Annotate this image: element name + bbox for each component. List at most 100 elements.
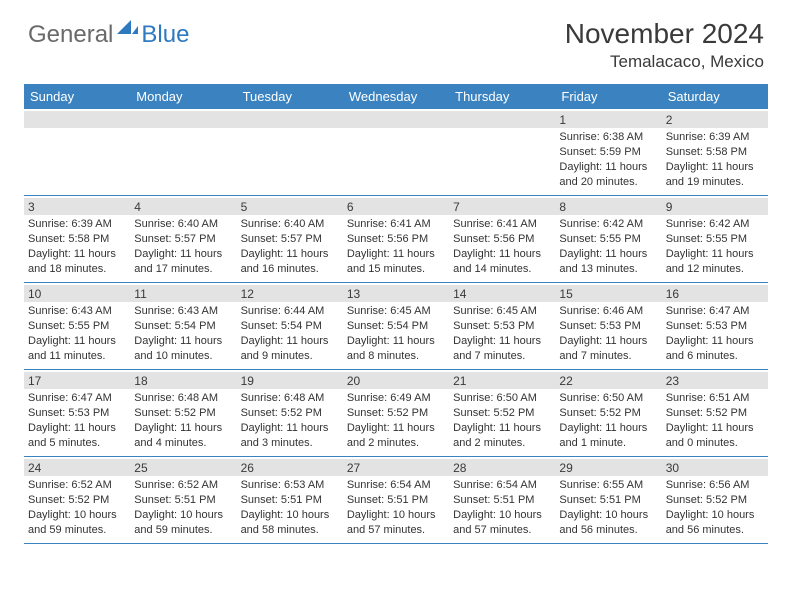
day-detail-line: Daylight: 11 hours and 15 minutes. <box>347 247 445 277</box>
day-detail-line: Sunset: 5:52 PM <box>559 406 657 421</box>
day-cell <box>24 109 130 195</box>
day-cell: 6Sunrise: 6:41 AMSunset: 5:56 PMDaylight… <box>343 196 449 282</box>
day-number: 23 <box>662 372 768 389</box>
day-detail-line: Sunset: 5:51 PM <box>453 493 551 508</box>
day-number: 25 <box>130 459 236 476</box>
day-detail-line: Sunrise: 6:56 AM <box>666 478 764 493</box>
week-row: 10Sunrise: 6:43 AMSunset: 5:55 PMDayligh… <box>24 283 768 370</box>
day-detail-line: Daylight: 11 hours and 10 minutes. <box>134 334 232 364</box>
day-detail-line: Sunset: 5:53 PM <box>559 319 657 334</box>
day-detail-line: Sunrise: 6:52 AM <box>134 478 232 493</box>
day-detail-line: Sunset: 5:56 PM <box>453 232 551 247</box>
day-detail-line: Daylight: 10 hours and 59 minutes. <box>134 508 232 538</box>
weeks-container: 1Sunrise: 6:38 AMSunset: 5:59 PMDaylight… <box>24 109 768 544</box>
day-detail-line: Sunset: 5:54 PM <box>347 319 445 334</box>
day-detail-line: Daylight: 11 hours and 20 minutes. <box>559 160 657 190</box>
day-number: 4 <box>130 198 236 215</box>
day-number: 3 <box>24 198 130 215</box>
day-cell: 24Sunrise: 6:52 AMSunset: 5:52 PMDayligh… <box>24 457 130 543</box>
dow-cell: Saturday <box>662 84 768 109</box>
day-cell: 17Sunrise: 6:47 AMSunset: 5:53 PMDayligh… <box>24 370 130 456</box>
day-detail-line: Sunset: 5:54 PM <box>241 319 339 334</box>
day-detail-line: Sunrise: 6:40 AM <box>134 217 232 232</box>
day-detail-line: Daylight: 11 hours and 19 minutes. <box>666 160 764 190</box>
day-detail-line: Sunrise: 6:49 AM <box>347 391 445 406</box>
day-detail-line: Sunrise: 6:54 AM <box>347 478 445 493</box>
day-cell: 15Sunrise: 6:46 AMSunset: 5:53 PMDayligh… <box>555 283 661 369</box>
day-number: 27 <box>343 459 449 476</box>
day-cell <box>343 109 449 195</box>
day-detail-line: Daylight: 11 hours and 5 minutes. <box>28 421 126 451</box>
day-cell: 26Sunrise: 6:53 AMSunset: 5:51 PMDayligh… <box>237 457 343 543</box>
day-detail-line: Sunset: 5:51 PM <box>347 493 445 508</box>
header: General Blue November 2024 Temalacaco, M… <box>0 0 792 80</box>
day-detail-line: Sunset: 5:52 PM <box>666 493 764 508</box>
day-cell: 23Sunrise: 6:51 AMSunset: 5:52 PMDayligh… <box>662 370 768 456</box>
day-cell <box>449 109 555 195</box>
day-number: 26 <box>237 459 343 476</box>
day-number <box>237 111 343 128</box>
day-cell: 8Sunrise: 6:42 AMSunset: 5:55 PMDaylight… <box>555 196 661 282</box>
day-number: 24 <box>24 459 130 476</box>
dow-cell: Friday <box>555 84 661 109</box>
day-detail-line: Daylight: 11 hours and 4 minutes. <box>134 421 232 451</box>
title-block: November 2024 Temalacaco, Mexico <box>565 18 764 72</box>
day-number: 18 <box>130 372 236 389</box>
day-cell: 10Sunrise: 6:43 AMSunset: 5:55 PMDayligh… <box>24 283 130 369</box>
day-detail-line: Daylight: 11 hours and 2 minutes. <box>347 421 445 451</box>
day-detail-line: Sunrise: 6:41 AM <box>453 217 551 232</box>
day-cell: 4Sunrise: 6:40 AMSunset: 5:57 PMDaylight… <box>130 196 236 282</box>
day-cell: 7Sunrise: 6:41 AMSunset: 5:56 PMDaylight… <box>449 196 555 282</box>
day-number: 6 <box>343 198 449 215</box>
day-cell <box>130 109 236 195</box>
day-detail-line: Daylight: 11 hours and 11 minutes. <box>28 334 126 364</box>
day-cell: 14Sunrise: 6:45 AMSunset: 5:53 PMDayligh… <box>449 283 555 369</box>
day-detail-line: Sunrise: 6:38 AM <box>559 130 657 145</box>
dow-cell: Monday <box>130 84 236 109</box>
day-detail-line: Sunset: 5:52 PM <box>453 406 551 421</box>
day-detail-line: Daylight: 10 hours and 59 minutes. <box>28 508 126 538</box>
day-number: 9 <box>662 198 768 215</box>
day-number: 17 <box>24 372 130 389</box>
day-detail-line: Sunset: 5:52 PM <box>134 406 232 421</box>
day-detail-line: Sunset: 5:53 PM <box>453 319 551 334</box>
day-number: 5 <box>237 198 343 215</box>
day-cell: 9Sunrise: 6:42 AMSunset: 5:55 PMDaylight… <box>662 196 768 282</box>
day-detail-line: Sunrise: 6:42 AM <box>559 217 657 232</box>
day-number: 22 <box>555 372 661 389</box>
day-cell: 16Sunrise: 6:47 AMSunset: 5:53 PMDayligh… <box>662 283 768 369</box>
day-detail-line: Sunrise: 6:43 AM <box>28 304 126 319</box>
day-detail-line: Sunrise: 6:40 AM <box>241 217 339 232</box>
day-cell: 11Sunrise: 6:43 AMSunset: 5:54 PMDayligh… <box>130 283 236 369</box>
day-number <box>24 111 130 128</box>
day-cell: 13Sunrise: 6:45 AMSunset: 5:54 PMDayligh… <box>343 283 449 369</box>
day-number: 2 <box>662 111 768 128</box>
day-cell: 21Sunrise: 6:50 AMSunset: 5:52 PMDayligh… <box>449 370 555 456</box>
day-cell: 27Sunrise: 6:54 AMSunset: 5:51 PMDayligh… <box>343 457 449 543</box>
day-cell: 3Sunrise: 6:39 AMSunset: 5:58 PMDaylight… <box>24 196 130 282</box>
day-detail-line: Sunrise: 6:53 AM <box>241 478 339 493</box>
day-number: 16 <box>662 285 768 302</box>
day-detail-line: Sunrise: 6:55 AM <box>559 478 657 493</box>
day-detail-line: Daylight: 11 hours and 3 minutes. <box>241 421 339 451</box>
day-number: 19 <box>237 372 343 389</box>
day-detail-line: Daylight: 11 hours and 13 minutes. <box>559 247 657 277</box>
day-number: 8 <box>555 198 661 215</box>
logo: General Blue <box>28 18 189 51</box>
day-detail-line: Sunrise: 6:41 AM <box>347 217 445 232</box>
day-cell: 25 Sunrise: 6:52 AMSunset: 5:51 PMDayligh… <box>130 457 236 543</box>
day-detail-line: Daylight: 11 hours and 18 minutes. <box>28 247 126 277</box>
day-detail-line: Sunset: 5:59 PM <box>559 145 657 160</box>
day-detail-line: Daylight: 11 hours and 6 minutes. <box>666 334 764 364</box>
day-detail-line: Sunset: 5:52 PM <box>241 406 339 421</box>
day-detail-line: Sunset: 5:51 PM <box>134 493 232 508</box>
day-number <box>343 111 449 128</box>
day-number: 30 <box>662 459 768 476</box>
day-cell: 5Sunrise: 6:40 AMSunset: 5:57 PMDaylight… <box>237 196 343 282</box>
calendar: SundayMondayTuesdayWednesdayThursdayFrid… <box>24 84 768 544</box>
day-cell: 29Sunrise: 6:55 AMSunset: 5:51 PMDayligh… <box>555 457 661 543</box>
day-number: 14 <box>449 285 555 302</box>
dow-cell: Tuesday <box>237 84 343 109</box>
day-detail-line: Daylight: 11 hours and 2 minutes. <box>453 421 551 451</box>
week-row: 3Sunrise: 6:39 AMSunset: 5:58 PMDaylight… <box>24 196 768 283</box>
